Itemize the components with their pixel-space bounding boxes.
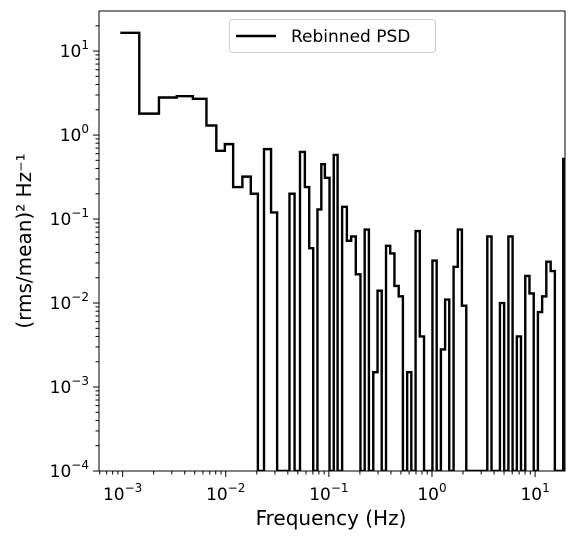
x-tick-label: 100 bbox=[417, 481, 446, 505]
plot-frame bbox=[98, 10, 566, 472]
x-axis-label: Frequency (Hz) bbox=[256, 506, 407, 530]
y-tick-label: 10−1 bbox=[50, 206, 89, 230]
axis-tick-labels: 10−3 10−2 10−1 100 101 10−4 10−3 10−2 10−1 100 101 bbox=[50, 38, 550, 505]
x-tick-label: 10−3 bbox=[103, 481, 142, 505]
y-tick-label: 100 bbox=[60, 122, 89, 146]
x-tick-label: 10−1 bbox=[309, 481, 348, 505]
y-tick-label: 10−2 bbox=[50, 290, 89, 314]
legend-box bbox=[229, 19, 436, 53]
axis-ticks bbox=[93, 25, 536, 477]
y-tick-label: 10−3 bbox=[50, 374, 89, 398]
y-tick-label: 101 bbox=[60, 38, 89, 62]
x-tick-label: 101 bbox=[520, 481, 549, 505]
y-tick-label: 10−4 bbox=[50, 458, 89, 482]
legend-label: Rebinned PSD bbox=[291, 27, 410, 47]
y-axis-label: (rms/mean)² Hz⁻¹ bbox=[12, 153, 36, 328]
legend: Rebinned PSD bbox=[229, 19, 436, 53]
rebinned-psd-line bbox=[120, 31, 565, 471]
x-tick-label: 10−2 bbox=[206, 481, 245, 505]
